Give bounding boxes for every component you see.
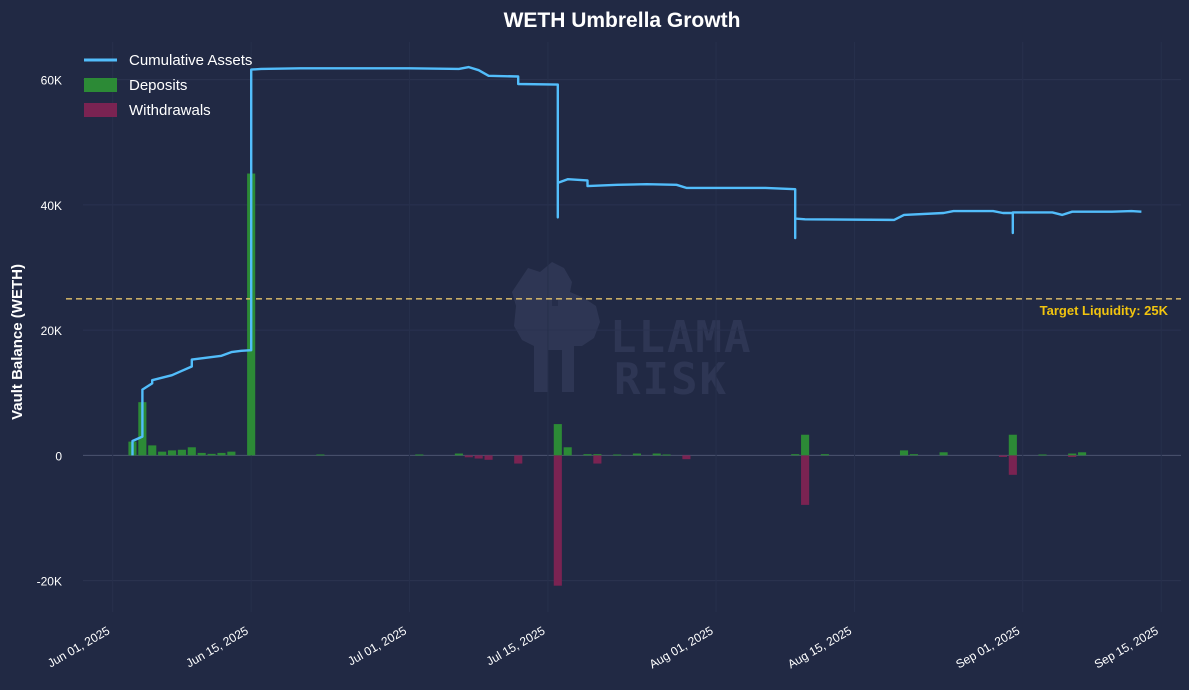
- llama-logo-icon: [512, 262, 600, 392]
- deposits-bar-2025-08-31: [1008, 434, 1017, 456]
- withdrawals-bar-2025-07-07: [464, 455, 473, 458]
- withdrawals-bar-2025-09-06: [1068, 455, 1077, 457]
- withdrawals-bar-2025-07-09: [484, 455, 493, 460]
- withdrawals-bar-2025-07-08: [474, 455, 483, 459]
- legend-label-withdrawals: Withdrawals: [129, 102, 211, 119]
- deposits-bar-2025-06-22: [316, 454, 325, 456]
- deposits-bar-2025-08-20: [899, 450, 909, 456]
- deposits-bar-2025-08-12: [820, 454, 829, 456]
- withdrawals-bar-2025-08-30: [998, 455, 1008, 457]
- withdrawals-bar-2025-08-10: [801, 455, 810, 505]
- deposits-bar-2025-07-17: [563, 447, 572, 456]
- legend-swatch-withdrawals: [84, 103, 117, 117]
- deposits-bar-2025-08-09: [791, 454, 800, 456]
- withdrawals-bar-2025-07-29: [682, 455, 691, 460]
- deposits-bar-2025-06-10: [197, 452, 206, 456]
- target-liquidity-label: Target Liquidity: 25K: [1040, 303, 1169, 318]
- legend-label-cumulative-assets: Cumulative Assets: [129, 52, 252, 69]
- deposits-bar-2025-06-09: [187, 447, 196, 456]
- y-tick-label-20k: -20K: [37, 575, 62, 589]
- deposits-bar-2025-07-27: [662, 454, 671, 456]
- withdrawals-bar-2025-07-16: [553, 455, 562, 586]
- deposits-bar-2025-08-24: [939, 452, 948, 456]
- deposits-bar-2025-06-13: [227, 451, 236, 456]
- deposits-bar-2025-09-06: [1068, 453, 1077, 456]
- deposits-bar-2025-06-08: [177, 449, 186, 456]
- watermark-text-line1: LLAMA: [610, 312, 752, 363]
- y-tick-label-60k: 60K: [41, 74, 62, 88]
- deposits-bar-2025-06-11: [207, 453, 216, 456]
- y-axis-label: Vault Balance (WETH): [9, 264, 26, 420]
- deposits-bar-2025-06-06: [158, 451, 167, 456]
- deposits-bar-2025-07-22: [613, 454, 622, 456]
- deposits-bar-2025-06-12: [217, 452, 226, 456]
- chart-title: WETH Umbrella Growth: [504, 9, 741, 32]
- watermark-text-line2: RISK: [614, 354, 728, 405]
- deposits-bar-2025-08-10: [801, 434, 810, 456]
- deposits-bar-2025-06-05: [148, 445, 157, 456]
- deposits-bar-2025-08-21: [909, 454, 918, 456]
- withdrawals-bar-2025-07-20: [593, 455, 602, 464]
- deposits-bar-2025-07-24: [632, 453, 642, 456]
- withdrawals-bar-2025-07-12: [514, 455, 523, 464]
- deposits-bar-2025-07-06: [454, 453, 463, 456]
- deposits-bar-2025-07-16: [553, 424, 562, 456]
- y-tick-label-0: 0: [55, 449, 62, 463]
- deposits-bar-2025-07-20: [593, 454, 602, 456]
- deposits-bar-2025-09-03: [1038, 454, 1047, 456]
- llama-risk-watermark: LLAMA RISK: [512, 262, 752, 405]
- withdrawals-bar-2025-08-31: [1008, 455, 1017, 475]
- deposits-bar-2025-07-02: [415, 454, 424, 456]
- deposits-bar-2025-09-07: [1078, 452, 1087, 456]
- cumulative-assets-line: [131, 65, 1142, 456]
- y-tick-label-20k: 20K: [41, 324, 62, 338]
- legend-swatch-deposits: [84, 78, 117, 92]
- deposits-bar-2025-07-26: [652, 453, 661, 456]
- y-tick-label-40k: 40K: [41, 199, 62, 213]
- line-layer: [131, 65, 1142, 456]
- deposits-bar-2025-06-07: [167, 450, 177, 456]
- legend: Cumulative Assets Deposits Withdrawals: [84, 52, 252, 119]
- deposits-bar-2025-07-19: [583, 454, 592, 456]
- legend-label-deposits: Deposits: [129, 77, 187, 94]
